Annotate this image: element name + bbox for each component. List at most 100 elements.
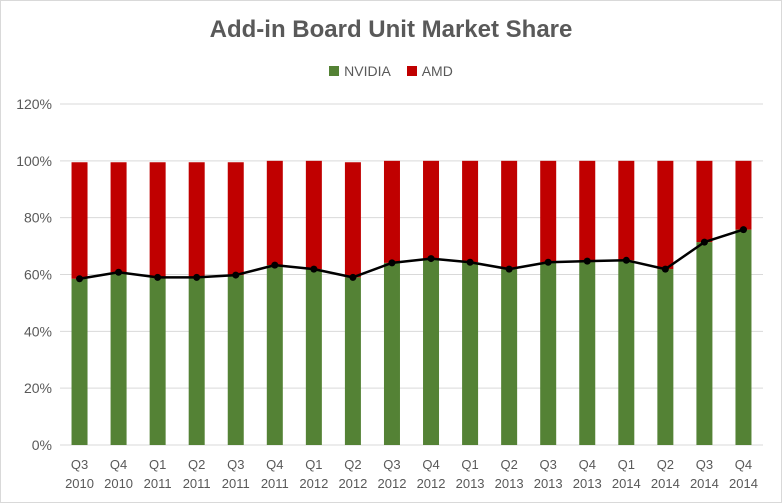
x-tick-label: 2011 <box>222 476 250 491</box>
x-tick-label: Q1 <box>618 457 635 472</box>
line-marker <box>349 273 357 281</box>
bar-nvidia <box>462 262 479 445</box>
x-tick-label: Q2 <box>657 457 674 472</box>
bar-amd <box>618 160 635 261</box>
bar-amd <box>71 162 88 279</box>
bar-nvidia <box>71 278 88 445</box>
x-tick-label: Q2 <box>344 457 361 472</box>
y-tick-label: 100% <box>16 153 52 169</box>
line-marker <box>622 256 630 264</box>
bar-nvidia <box>227 275 244 445</box>
bar-amd <box>305 160 322 270</box>
x-tick-label: Q3 <box>696 457 713 472</box>
line-marker <box>700 238 708 246</box>
line-marker <box>232 271 240 279</box>
x-tick-label: Q1 <box>149 457 166 472</box>
bar-amd <box>462 160 479 263</box>
legend-swatch-amd <box>406 66 417 76</box>
x-tick-label: 2010 <box>104 476 133 491</box>
y-tick-label: 40% <box>24 323 52 339</box>
y-tick-label: 20% <box>24 380 52 396</box>
y-tick-label: 120% <box>16 96 52 112</box>
x-tick-label: 2013 <box>495 476 524 491</box>
bar-amd <box>423 160 440 259</box>
x-tick-label: Q3 <box>383 457 400 472</box>
line-marker <box>739 226 747 234</box>
x-tick-label: Q1 <box>305 457 322 472</box>
bar-nvidia <box>188 277 205 445</box>
bar-amd <box>579 160 596 262</box>
legend-label-amd: AMD <box>421 63 453 79</box>
x-tick-label: Q4 <box>266 457 283 472</box>
x-tick-label: 2014 <box>651 476 680 491</box>
x-tick-label: 2014 <box>612 476 641 491</box>
bar-nvidia <box>149 277 166 445</box>
bar-nvidia <box>266 265 283 445</box>
x-tick-label: 2013 <box>573 476 602 491</box>
line-marker <box>661 265 669 273</box>
bar-amd <box>501 160 518 270</box>
x-tick-label: 2013 <box>456 476 485 491</box>
x-tick-label: 2012 <box>338 476 367 491</box>
x-tick-label: 2014 <box>690 476 719 491</box>
legend-label-nvidia: NVIDIA <box>344 63 391 79</box>
bar-amd <box>383 160 400 263</box>
x-tick-label: Q4 <box>579 457 596 472</box>
bar-amd <box>266 160 283 266</box>
x-tick-label: Q1 <box>461 457 478 472</box>
bar-nvidia <box>696 242 713 445</box>
y-tick-label: 80% <box>24 210 52 226</box>
x-tick-label: 2014 <box>729 476 758 491</box>
x-tick-label: Q2 <box>188 457 205 472</box>
legend-item-amd: AMD <box>406 63 453 79</box>
legend-swatch-nvidia <box>329 66 340 76</box>
bar-nvidia <box>501 269 518 445</box>
bar-amd <box>540 160 557 263</box>
x-tick-label: Q4 <box>110 457 127 472</box>
x-tick-label: 2011 <box>144 476 172 491</box>
x-tick-label: Q4 <box>422 457 439 472</box>
bar-amd <box>188 162 205 278</box>
chart-title: Add-in Board Unit Market Share <box>209 16 573 43</box>
bar-nvidia <box>344 277 361 445</box>
x-tick-label: 2011 <box>261 476 289 491</box>
x-tick-label: Q3 <box>71 457 88 472</box>
x-tick-label: 2011 <box>183 476 211 491</box>
x-tick-label: 2012 <box>378 476 407 491</box>
y-tick-label: 60% <box>24 267 52 283</box>
line-marker <box>271 261 279 269</box>
bar-nvidia <box>305 269 322 445</box>
bar-nvidia <box>579 261 596 445</box>
line-marker <box>115 268 123 276</box>
bar-nvidia <box>735 229 752 445</box>
x-tick-label: Q3 <box>540 457 557 472</box>
line-marker <box>388 259 396 267</box>
bar-nvidia <box>383 262 400 445</box>
x-tick-label: 2012 <box>299 476 328 491</box>
line-marker <box>544 258 552 266</box>
x-tick-label: Q3 <box>227 457 244 472</box>
bar-amd <box>696 160 713 243</box>
x-tick-label: 2012 <box>417 476 446 491</box>
bar-nvidia <box>618 260 635 445</box>
bar-amd <box>344 162 361 278</box>
bar-nvidia <box>540 262 557 445</box>
x-tick-label: Q2 <box>500 457 517 472</box>
bar-amd <box>735 160 752 230</box>
bar-nvidia <box>423 258 440 445</box>
legend-item-nvidia: NVIDIA <box>329 63 391 79</box>
bar-amd <box>227 162 244 276</box>
line-marker <box>154 273 162 281</box>
bar-nvidia <box>110 272 127 445</box>
line-marker <box>466 258 474 266</box>
bar-amd <box>657 160 674 270</box>
bar-nvidia <box>657 269 674 445</box>
line-marker <box>193 273 201 281</box>
line-marker <box>76 275 84 283</box>
line-marker <box>505 265 513 273</box>
x-tick-label: 2013 <box>534 476 563 491</box>
line-marker <box>427 255 435 263</box>
legend: NVIDIA AMD <box>0 63 782 79</box>
y-tick-label: 0% <box>32 437 52 453</box>
